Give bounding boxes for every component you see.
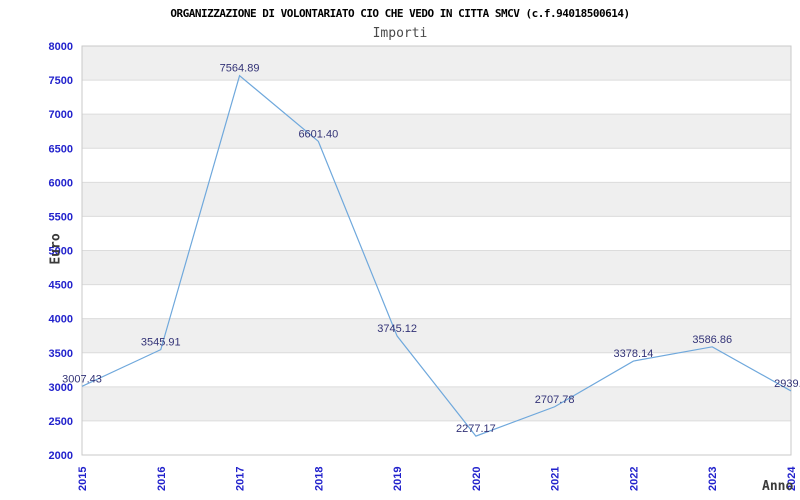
plot-border	[81, 45, 792, 456]
x-tick-label: 2020	[471, 467, 483, 491]
y-tick-label: 4500	[49, 280, 73, 292]
y-tick-label: 8000	[49, 41, 73, 53]
data-point-label: 3007.43	[62, 373, 102, 385]
x-tick-label: 2018	[313, 467, 325, 491]
x-tick-label: 2019	[392, 467, 404, 491]
y-tick-label: 6000	[49, 177, 73, 189]
plot-band	[82, 250, 791, 285]
x-tick-label: 2023	[707, 467, 719, 491]
x-tick-label: 2024	[786, 466, 798, 491]
y-tick-label: 4000	[49, 314, 73, 326]
y-tick-label: 3500	[49, 348, 73, 360]
plot-band	[82, 386, 791, 421]
x-tick-label: 2022	[628, 467, 640, 491]
data-point-label: 3586.86	[692, 334, 732, 346]
chart-subtitle: Importi	[372, 26, 428, 41]
chart-title: ORGANIZZAZIONE DI VOLONTARIATO CIO CHE V…	[170, 7, 630, 20]
data-line	[81, 74, 792, 437]
y-tick-label: 5000	[49, 246, 73, 258]
plot-band	[82, 318, 791, 353]
x-tick-label: 2021	[550, 467, 562, 491]
plot-band	[82, 182, 791, 217]
y-tick-label: 6500	[49, 143, 73, 155]
data-point-label: 3745.12	[377, 323, 417, 335]
x-tick-label: 2016	[156, 467, 168, 491]
data-point-label: 7564.89	[220, 63, 260, 75]
x-tick-label: 2017	[235, 467, 247, 491]
data-point-label: 2939.5	[774, 378, 800, 390]
data-point-label: 3545.91	[141, 337, 181, 349]
x-axis-title: Anno	[762, 479, 794, 494]
y-tick-label: 5500	[49, 211, 73, 223]
data-point-label: 2707.78	[535, 394, 575, 406]
y-tick-label: 7000	[49, 109, 73, 121]
x-tick-label: 2015	[77, 467, 89, 491]
y-axis-title: Euro	[48, 233, 64, 265]
plot-band	[82, 114, 791, 149]
y-tick-label: 2500	[49, 416, 73, 428]
data-point-label: 3378.14	[614, 348, 654, 360]
y-tick-label: 3000	[49, 382, 73, 394]
y-tick-label: 2000	[49, 450, 73, 462]
data-point-label: 2277.17	[456, 423, 496, 435]
data-point-label: 6601.40	[298, 128, 338, 140]
y-tick-label: 7500	[49, 75, 73, 87]
plot-band	[82, 46, 791, 81]
